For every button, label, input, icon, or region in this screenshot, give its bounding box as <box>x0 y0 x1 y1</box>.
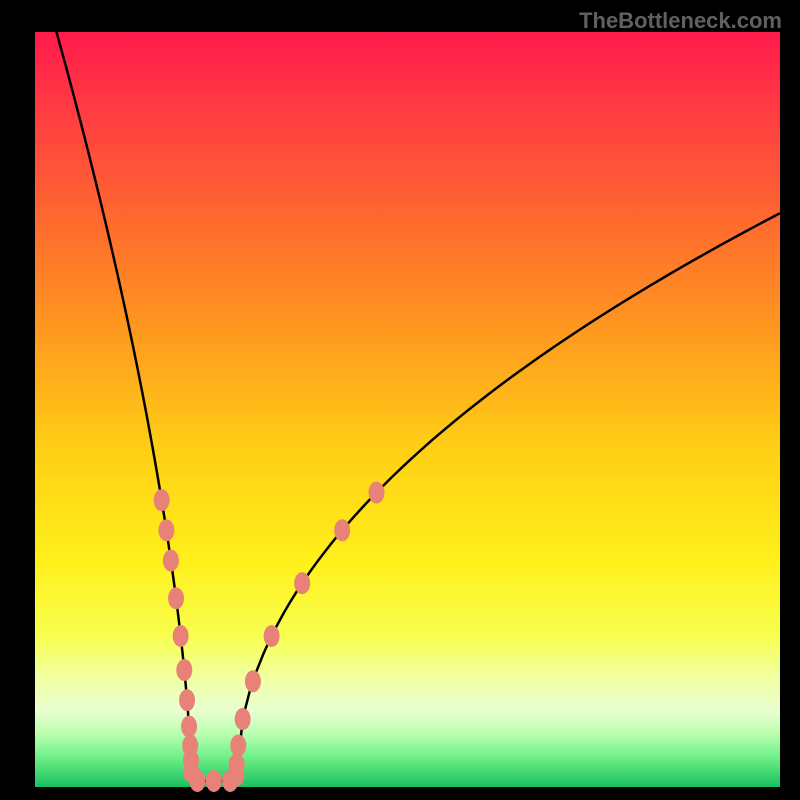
data-marker <box>206 770 222 792</box>
data-marker <box>235 708 251 730</box>
watermark-text: TheBottleneck.com <box>579 8 782 34</box>
chart-svg <box>0 0 800 800</box>
data-marker <box>230 734 246 756</box>
data-marker <box>334 519 350 541</box>
data-marker <box>294 572 310 594</box>
chart-container: TheBottleneck.com <box>0 0 800 800</box>
data-marker <box>163 550 179 572</box>
data-marker <box>173 625 189 647</box>
data-marker <box>179 689 195 711</box>
data-marker <box>229 753 245 775</box>
data-marker <box>154 489 170 511</box>
data-marker <box>245 670 261 692</box>
data-marker <box>176 659 192 681</box>
data-marker <box>158 519 174 541</box>
data-marker <box>189 770 205 792</box>
data-marker <box>368 482 384 504</box>
data-marker <box>181 716 197 738</box>
data-marker <box>168 587 184 609</box>
data-marker <box>264 625 280 647</box>
